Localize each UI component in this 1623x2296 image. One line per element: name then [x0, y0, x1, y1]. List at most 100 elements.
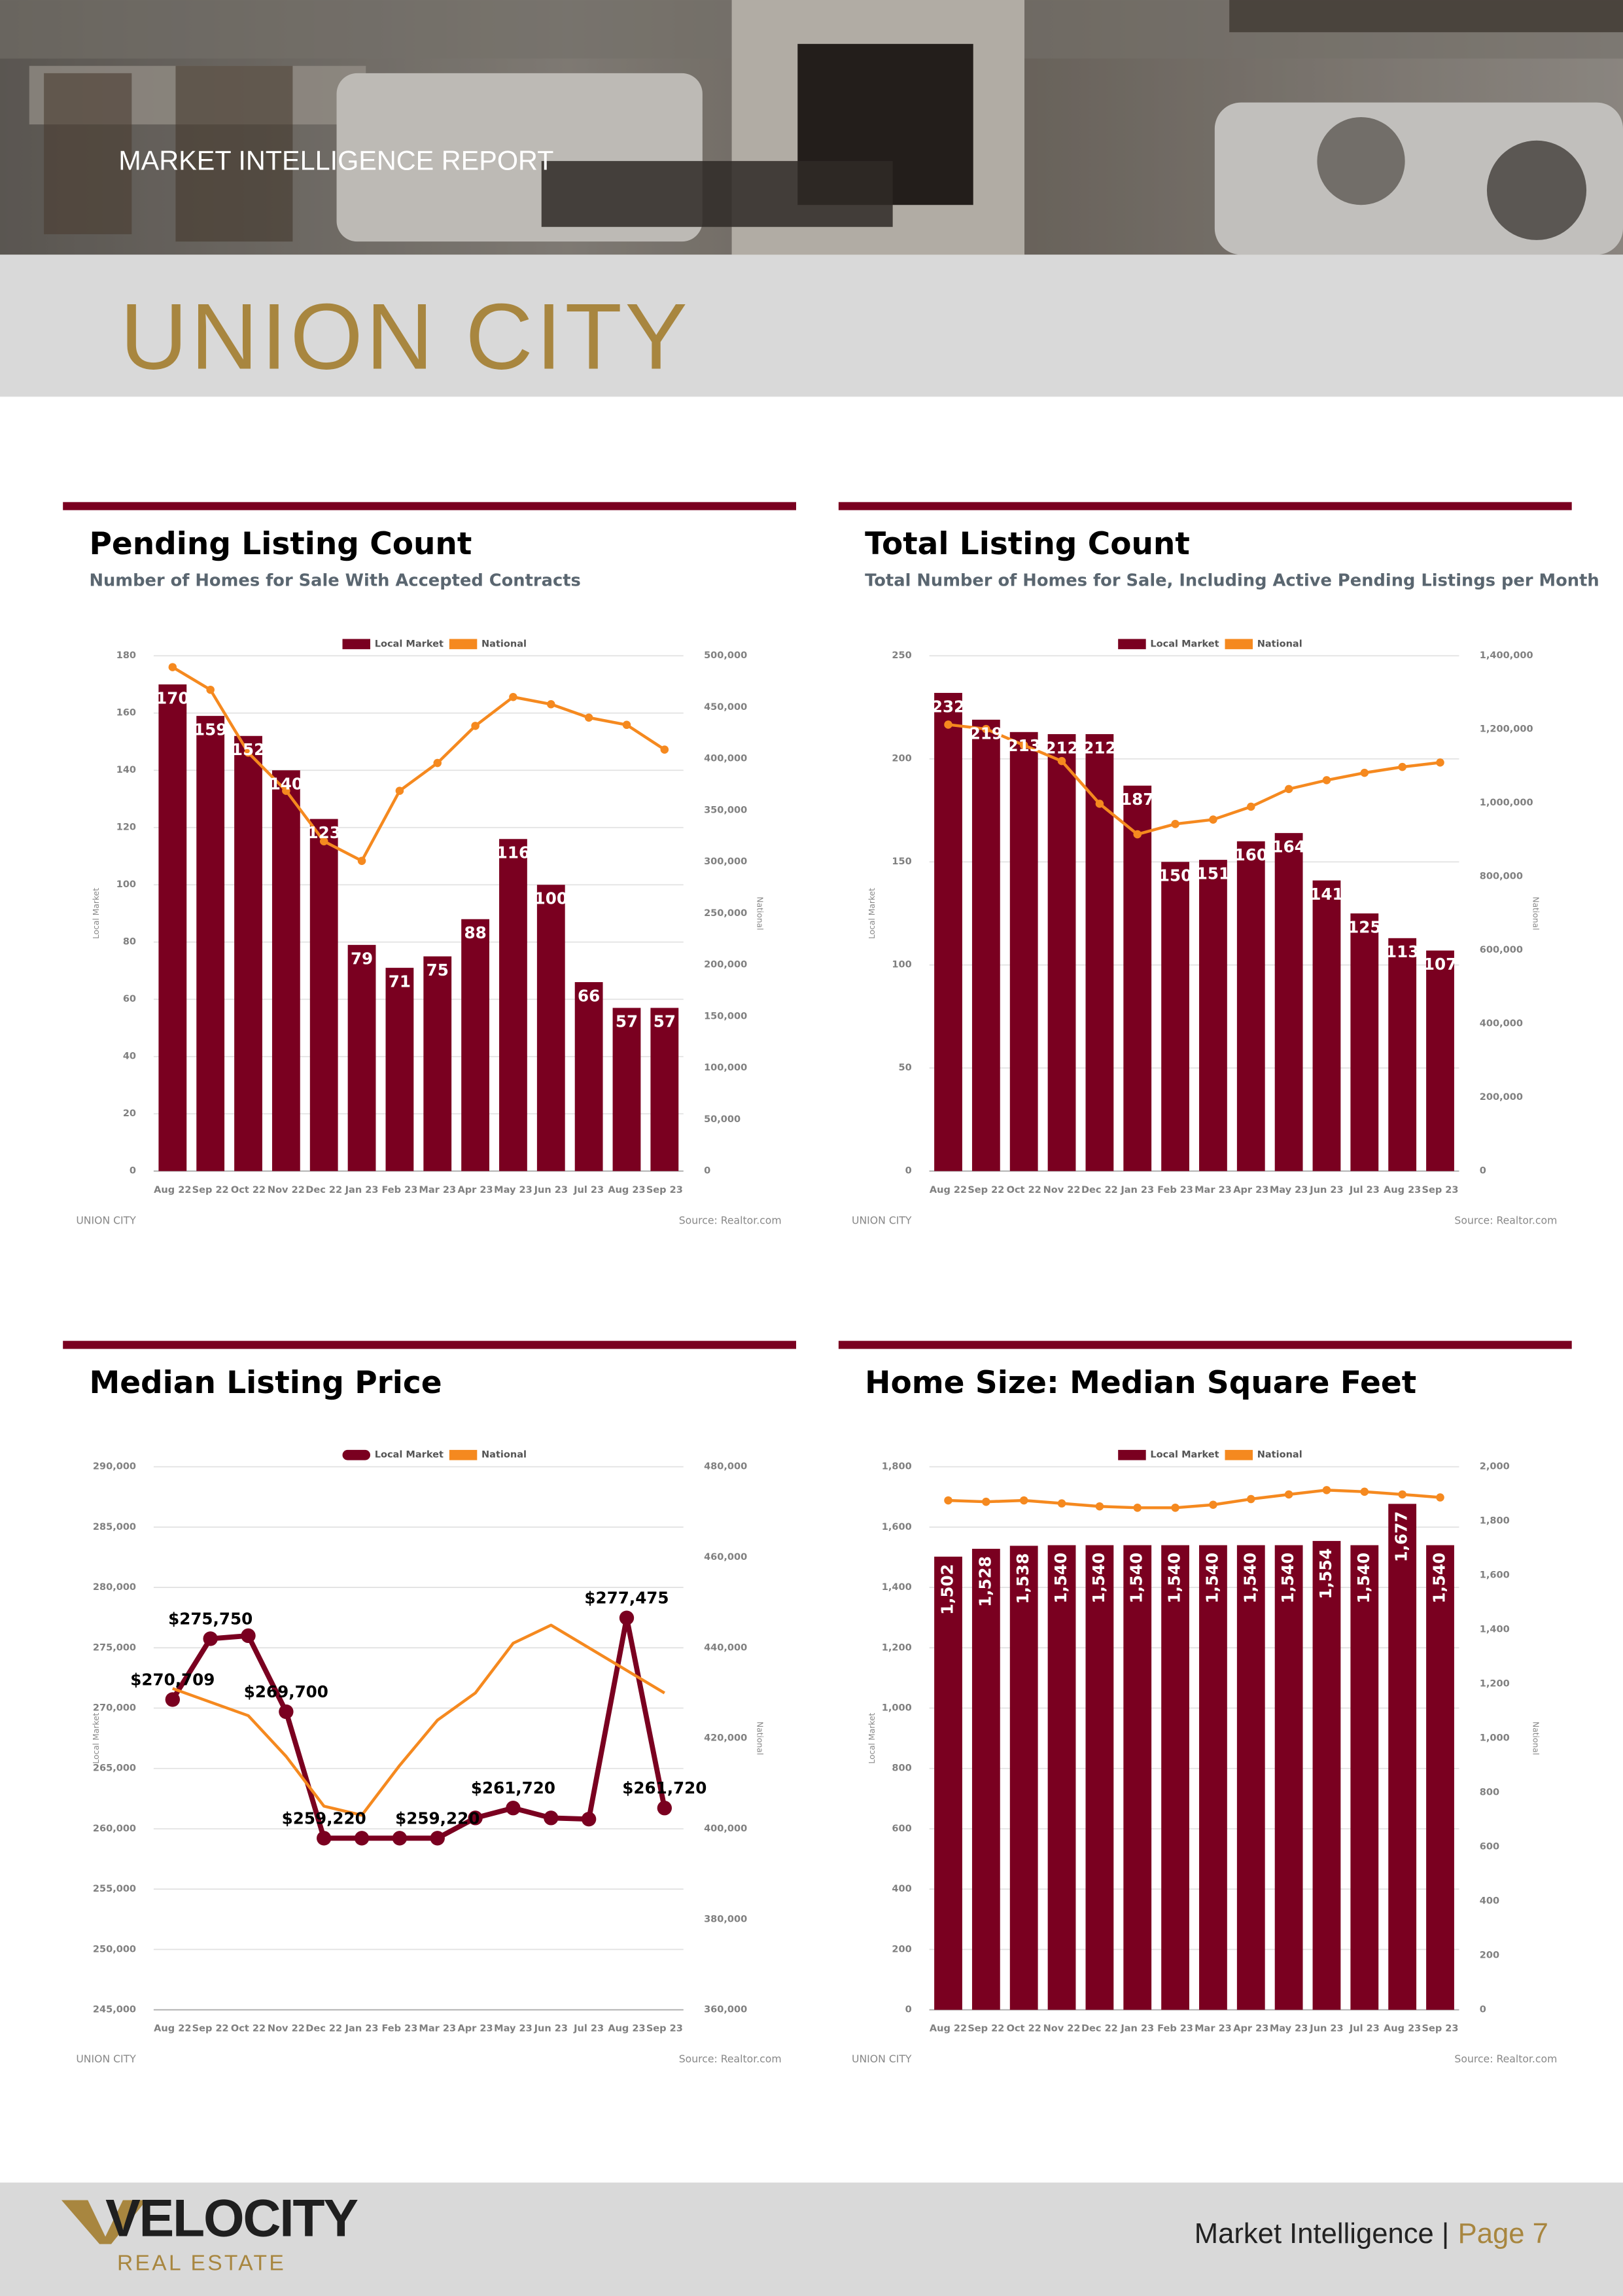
line	[171, 665, 666, 862]
y-tick-label: 255,000	[93, 1884, 136, 1894]
y-axis-title: Local Market	[867, 1712, 877, 1763]
bar	[1274, 1545, 1303, 2010]
chart-subtitle: Total Number of Homes for Sale, Includin…	[865, 571, 1599, 591]
page-number: Page 7	[1458, 2218, 1548, 2250]
bar	[1426, 950, 1454, 1171]
chart-source: Source: Realtor.com	[679, 2053, 782, 2065]
y2-tick-label: 1,200	[1480, 1679, 1510, 1689]
x-tick-label: Mar 23	[419, 1185, 456, 1195]
value-label: $269,700	[244, 1682, 328, 1701]
value-label: $270,709	[130, 1670, 215, 1689]
y-axis-title: Local Market	[867, 888, 877, 939]
header-photo	[0, 0, 1623, 255]
y2-tick-label: 500,000	[704, 650, 747, 661]
y-tick-label: 285,000	[93, 1522, 136, 1532]
y-tick-label: 250	[892, 650, 911, 661]
bar	[1388, 1504, 1417, 2010]
y2-tick-label: 0	[1480, 1166, 1486, 1176]
value-label: 1,677	[1392, 1511, 1411, 1563]
value-label: 212	[1045, 738, 1078, 757]
value-label: 79	[351, 949, 373, 968]
point	[165, 1692, 181, 1707]
chart-title: Pending Listing Count	[89, 526, 472, 562]
y-tick-label: 290,000	[93, 1462, 136, 1472]
y-tick-label: 20	[123, 1108, 136, 1119]
point	[395, 786, 404, 795]
point	[1322, 1486, 1331, 1494]
point	[657, 1801, 672, 1816]
bar	[271, 770, 300, 1171]
value-label: $275,750	[168, 1609, 253, 1628]
value-label: 1,540	[1127, 1553, 1146, 1604]
y-tick-label: 265,000	[93, 1763, 136, 1774]
chart-source: Source: Realtor.com	[679, 1214, 782, 1226]
y-tick-label: 1,600	[882, 1522, 912, 1532]
y2-tick-label: 1,400,000	[1480, 650, 1533, 661]
x-tick-label: Jul 23	[573, 2024, 604, 2034]
y2-tick-label: 800	[1480, 1788, 1499, 1798]
y-axis-title: Local Market	[92, 1712, 101, 1763]
point	[468, 1810, 483, 1826]
x-tick-label: Sep 23	[1422, 2024, 1459, 2034]
y-tick-label: 100	[892, 960, 911, 970]
value-label: $261,720	[471, 1778, 555, 1797]
bar	[423, 956, 452, 1171]
legend-label: National	[1257, 1450, 1302, 1460]
legend-swatch	[1225, 639, 1253, 650]
x-tick-label: Dec 22	[305, 2024, 342, 2034]
y2-tick-label: 600	[1480, 1842, 1499, 1852]
point	[1360, 1487, 1369, 1496]
y-tick-label: 600	[892, 1824, 911, 1834]
value-label: 170	[156, 688, 189, 707]
y-tick-label: 120	[116, 822, 136, 833]
point	[1436, 758, 1444, 767]
x-tick-label: Jul 23	[573, 1185, 604, 1195]
point	[982, 1497, 990, 1506]
value-label: 160	[1234, 845, 1268, 864]
x-tick-label: Sep 22	[192, 2024, 229, 2034]
y-tick-label: 1,200	[882, 1642, 912, 1653]
y2-axis-title: National	[756, 1722, 765, 1755]
point	[622, 720, 631, 730]
point	[1057, 1499, 1066, 1508]
point	[392, 1831, 408, 1846]
value-label: 1,540	[1089, 1553, 1108, 1604]
value-label: 187	[1121, 790, 1154, 809]
legend-label: Local Market	[375, 1450, 444, 1460]
chart-footer-left: UNION CITY	[76, 1214, 136, 1226]
y-tick-label: 80	[123, 937, 136, 947]
bar	[158, 684, 187, 1171]
footer-section: Market Intelligence |	[1195, 2218, 1449, 2250]
x-tick-label: Mar 23	[1195, 2024, 1232, 2034]
x-tick-label: Oct 22	[1007, 2024, 1041, 2034]
value-label: 1,540	[1165, 1553, 1184, 1604]
bar	[1047, 1545, 1076, 2010]
chart-source: Source: Realtor.com	[1454, 1214, 1557, 1226]
x-tick-label: Jun 23	[1309, 1185, 1343, 1195]
legend-label: National	[1257, 639, 1302, 649]
x-tick-label: Sep 23	[1422, 1185, 1459, 1195]
line	[948, 723, 1440, 836]
y2-tick-label: 380,000	[704, 1914, 747, 1924]
x-tick-label: Dec 22	[305, 1185, 342, 1195]
x-tick-label: Aug 23	[1384, 1185, 1421, 1195]
panel-rule	[838, 1341, 1572, 1349]
x-tick-label: Aug 22	[930, 2024, 967, 2034]
chart-footer-left: UNION CITY	[852, 1214, 912, 1226]
legend-label: Local Market	[1150, 639, 1219, 649]
logo: VELOCITY REAL ESTATE	[61, 2189, 360, 2276]
y2-tick-label: 420,000	[704, 1733, 747, 1744]
logo-subtext: REAL ESTATE	[117, 2252, 286, 2276]
y-tick-label: 60	[123, 994, 136, 1004]
bar	[934, 692, 962, 1171]
bar	[1274, 833, 1303, 1171]
bar	[347, 945, 376, 1171]
x-tick-label: Apr 23	[458, 1185, 493, 1195]
y2-tick-label: 1,600	[1480, 1570, 1510, 1581]
value-label: 1,528	[975, 1556, 994, 1607]
bar	[1236, 1545, 1265, 2010]
x-tick-label: Sep 23	[646, 2024, 683, 2034]
y2-tick-label: 450,000	[704, 702, 747, 713]
